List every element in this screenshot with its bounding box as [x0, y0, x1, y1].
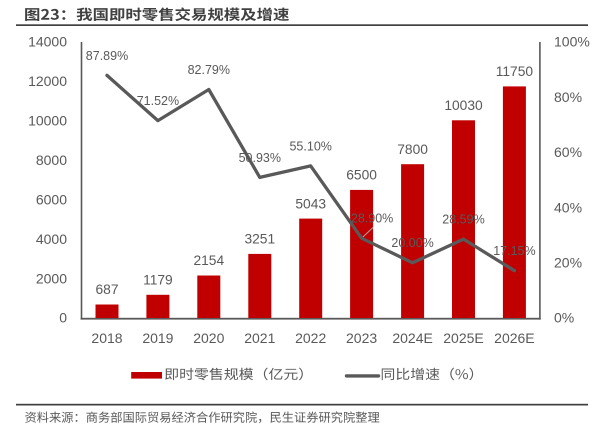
svg-text:2019: 2019: [142, 330, 173, 346]
svg-text:60%: 60%: [554, 144, 582, 160]
svg-text:2000: 2000: [36, 270, 67, 286]
svg-text:17.15%: 17.15%: [493, 244, 535, 258]
svg-text:12000: 12000: [28, 73, 67, 89]
svg-text:1179: 1179: [143, 273, 173, 288]
svg-text:10030: 10030: [444, 98, 483, 113]
svg-text:687: 687: [95, 282, 118, 297]
svg-text:6000: 6000: [36, 191, 67, 207]
svg-text:100%: 100%: [554, 34, 590, 50]
svg-text:2020: 2020: [193, 330, 224, 346]
svg-text:5043: 5043: [295, 196, 326, 211]
svg-text:55.10%: 55.10%: [289, 139, 331, 153]
svg-text:2024E: 2024E: [392, 330, 432, 346]
svg-text:0: 0: [59, 310, 67, 326]
svg-text:80%: 80%: [554, 89, 582, 105]
svg-text:82.79%: 82.79%: [188, 63, 230, 77]
svg-text:7800: 7800: [397, 142, 428, 157]
svg-text:28.90%: 28.90%: [351, 211, 393, 225]
svg-text:0%: 0%: [554, 310, 574, 326]
svg-text:2025E: 2025E: [443, 330, 483, 346]
svg-text:2018: 2018: [91, 330, 122, 346]
svg-text:20.00%: 20.00%: [391, 236, 433, 250]
svg-text:2023: 2023: [346, 330, 377, 346]
svg-text:4000: 4000: [36, 231, 67, 247]
svg-text:11750: 11750: [496, 64, 534, 79]
svg-text:28.59%: 28.59%: [442, 213, 484, 227]
svg-text:20%: 20%: [554, 255, 582, 271]
svg-text:2026E: 2026E: [494, 330, 534, 346]
svg-text:2022: 2022: [295, 330, 326, 346]
svg-text:71.52%: 71.52%: [137, 94, 179, 108]
svg-text:14000: 14000: [28, 34, 67, 50]
svg-text:50.93%: 50.93%: [239, 151, 281, 165]
svg-text:2154: 2154: [193, 253, 224, 268]
svg-text:87.89%: 87.89%: [86, 49, 128, 63]
svg-text:8000: 8000: [36, 152, 67, 168]
svg-text:6500: 6500: [346, 168, 377, 183]
svg-text:3251: 3251: [244, 232, 275, 247]
svg-text:10000: 10000: [28, 113, 67, 129]
svg-text:2021: 2021: [244, 330, 275, 346]
svg-text:40%: 40%: [554, 199, 582, 215]
